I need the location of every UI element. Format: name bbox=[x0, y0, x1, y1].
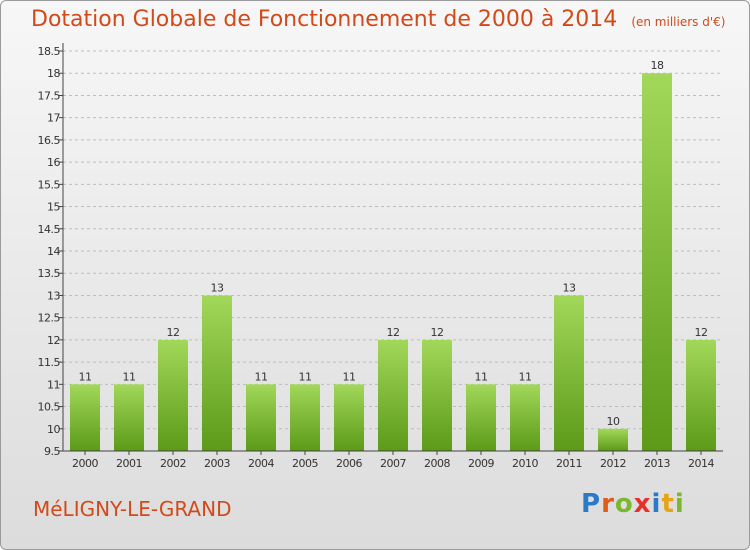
bar-2002 bbox=[158, 339, 188, 451]
bar-2010 bbox=[510, 384, 540, 451]
bar-2004 bbox=[246, 384, 276, 451]
bar-value-label: 18 bbox=[651, 59, 664, 72]
bar-2006 bbox=[334, 384, 364, 451]
bar-2007 bbox=[378, 339, 408, 451]
y-tick-label: 17 bbox=[47, 112, 60, 125]
logo-letter: P bbox=[581, 489, 602, 519]
x-tick-label: 2013 bbox=[644, 457, 670, 470]
y-tick-label: 13.5 bbox=[38, 267, 61, 280]
y-tick-label: 12.5 bbox=[38, 312, 61, 325]
bar-value-label: 12 bbox=[167, 326, 180, 339]
bar-value-label: 11 bbox=[255, 370, 268, 383]
chart-unit: (en milliers d'€) bbox=[631, 15, 726, 29]
x-tick-label: 2008 bbox=[424, 457, 450, 470]
y-tick-label: 16 bbox=[47, 156, 60, 169]
y-tick-label: 14 bbox=[47, 245, 60, 258]
y-tick-label: 12 bbox=[47, 334, 60, 347]
y-tick-label: 18.5 bbox=[38, 45, 61, 58]
bar-value-label: 11 bbox=[299, 370, 312, 383]
bar-value-label: 11 bbox=[519, 370, 532, 383]
bars bbox=[70, 73, 716, 451]
bar-value-label: 11 bbox=[475, 370, 488, 383]
logo-letter: t bbox=[661, 489, 675, 519]
chart-title: Dotation Globale de Fonctionnement de 20… bbox=[31, 7, 726, 32]
y-tick-label: 16.5 bbox=[38, 134, 61, 147]
x-tick-label: 2001 bbox=[116, 457, 142, 470]
bar-2013 bbox=[642, 73, 672, 451]
x-tick-label: 2004 bbox=[248, 457, 274, 470]
x-tick-label: 2005 bbox=[292, 457, 318, 470]
x-tick-label: 2007 bbox=[380, 457, 406, 470]
y-tick-label: 11.5 bbox=[38, 356, 61, 369]
bar-2014 bbox=[686, 339, 716, 451]
y-tick-label: 11 bbox=[47, 378, 60, 391]
bar-value-label: 13 bbox=[211, 281, 224, 294]
bar-value-label: 13 bbox=[563, 281, 576, 294]
axes bbox=[59, 43, 723, 455]
y-tick-label: 14.5 bbox=[38, 223, 61, 236]
x-tick-label: 2012 bbox=[600, 457, 626, 470]
x-tick-label: 2011 bbox=[556, 457, 582, 470]
bar-2009 bbox=[466, 384, 496, 451]
x-tick-label: 2002 bbox=[160, 457, 186, 470]
bar-2001 bbox=[114, 384, 144, 451]
y-tick-label: 15.5 bbox=[38, 178, 61, 191]
bar-value-label: 12 bbox=[387, 326, 400, 339]
logo-letter: x bbox=[633, 489, 652, 519]
labels: 9.5 10 10.5 11 11.5 12 12.5 13 13.5 14 14.5 15 15.5 1… bbox=[38, 45, 715, 470]
y-tick-label: 9.5 bbox=[44, 445, 60, 458]
logo-letter: i bbox=[651, 489, 662, 519]
bar-value-label: 12 bbox=[695, 326, 708, 339]
y-tick-label: 10.5 bbox=[38, 401, 61, 414]
logo-letter: i bbox=[674, 489, 685, 519]
x-tick-label: 2003 bbox=[204, 457, 230, 470]
y-tick-label: 10 bbox=[47, 423, 60, 436]
bar-value-label: 10 bbox=[607, 415, 620, 428]
bar-2012 bbox=[598, 428, 628, 451]
bar-value-label: 12 bbox=[431, 326, 444, 339]
logo-letter: r bbox=[601, 489, 615, 519]
y-tick-label: 13 bbox=[47, 289, 60, 302]
bar-2003 bbox=[202, 295, 232, 451]
y-tick-label: 18 bbox=[47, 67, 60, 80]
bar-2005 bbox=[290, 384, 320, 451]
bar-2000 bbox=[70, 384, 100, 451]
y-tick-label: 15 bbox=[47, 201, 60, 214]
x-tick-label: 2009 bbox=[468, 457, 494, 470]
x-tick-label: 2006 bbox=[336, 457, 362, 470]
x-tick-label: 2014 bbox=[688, 457, 714, 470]
commune-name: MéLIGNY-LE-GRAND bbox=[33, 497, 232, 521]
bar-value-label: 11 bbox=[123, 370, 136, 383]
x-tick-label: 2010 bbox=[512, 457, 538, 470]
proxiti-logo: Proxiti bbox=[581, 489, 685, 519]
bar-2011 bbox=[554, 295, 584, 451]
bar-2008 bbox=[422, 339, 452, 451]
bar-value-label: 11 bbox=[343, 370, 356, 383]
logo-letter: o bbox=[614, 489, 634, 519]
y-tick-label: 17.5 bbox=[38, 89, 61, 102]
bar-value-label: 11 bbox=[79, 370, 92, 383]
x-tick-label: 2000 bbox=[72, 457, 98, 470]
